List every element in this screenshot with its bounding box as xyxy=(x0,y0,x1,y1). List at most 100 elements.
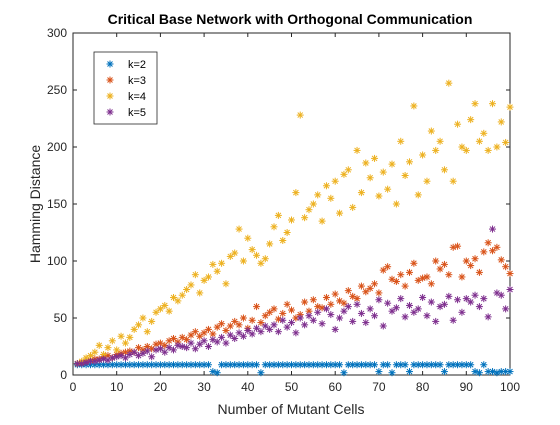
data-point xyxy=(200,276,208,284)
data-point xyxy=(366,284,374,292)
y-tick-label: 250 xyxy=(47,83,67,97)
data-point xyxy=(506,368,514,376)
data-point xyxy=(440,300,448,308)
legend-marker xyxy=(106,108,114,116)
data-point xyxy=(191,271,199,279)
data-point xyxy=(436,137,444,145)
x-tick-label: 20 xyxy=(154,380,168,394)
data-point xyxy=(121,339,129,347)
data-point xyxy=(270,223,278,231)
data-point xyxy=(213,267,221,275)
data-point xyxy=(235,361,243,369)
data-point xyxy=(261,322,269,330)
legend-label: k=3 xyxy=(128,75,146,87)
x-tick-label: 60 xyxy=(329,380,343,394)
data-point xyxy=(231,317,239,325)
data-point xyxy=(296,111,304,119)
data-point xyxy=(270,361,278,369)
data-point xyxy=(410,308,418,316)
legend-marker xyxy=(106,92,114,100)
data-point xyxy=(152,308,160,316)
data-point xyxy=(183,336,191,344)
data-point xyxy=(261,255,269,263)
data-point xyxy=(340,299,348,307)
data-point xyxy=(445,79,453,87)
data-point xyxy=(121,361,129,369)
data-point xyxy=(340,170,348,178)
legend-box xyxy=(93,51,158,125)
data-point xyxy=(432,257,440,265)
data-point xyxy=(257,259,265,267)
data-point xyxy=(344,303,352,311)
data-point xyxy=(362,319,370,327)
x-tick-label: 70 xyxy=(372,380,386,394)
data-point xyxy=(209,368,217,376)
data-point xyxy=(91,357,99,365)
data-point xyxy=(248,316,256,324)
y-tick-label: 0 xyxy=(60,368,67,382)
data-point xyxy=(222,361,230,369)
data-point xyxy=(410,102,418,110)
data-point xyxy=(462,257,470,265)
data-point xyxy=(432,146,440,154)
data-point xyxy=(493,143,501,151)
data-point xyxy=(484,313,492,321)
data-point xyxy=(506,286,514,293)
data-point xyxy=(257,319,265,327)
data-point xyxy=(388,160,396,168)
data-point xyxy=(152,346,160,354)
data-point xyxy=(244,327,252,335)
data-point xyxy=(497,256,505,264)
data-point xyxy=(353,361,361,369)
data-point xyxy=(187,331,195,339)
data-point xyxy=(502,138,510,146)
data-point xyxy=(475,137,483,145)
data-point xyxy=(270,321,278,329)
data-point xyxy=(384,299,392,307)
data-point xyxy=(253,361,261,369)
data-point xyxy=(427,280,435,288)
data-point xyxy=(353,295,361,303)
data-point xyxy=(436,303,444,311)
data-point xyxy=(239,314,247,322)
data-point xyxy=(440,368,448,376)
data-point xyxy=(454,120,462,128)
data-point xyxy=(218,320,226,328)
data-point xyxy=(419,274,427,282)
data-point xyxy=(405,268,413,276)
data-point xyxy=(388,307,396,315)
data-point xyxy=(213,338,221,346)
data-point xyxy=(357,282,365,290)
data-point xyxy=(148,353,156,361)
data-point xyxy=(183,361,191,369)
x-tick-label: 0 xyxy=(70,380,77,394)
data-point xyxy=(139,314,147,322)
data-point xyxy=(322,293,330,301)
data-point xyxy=(283,361,291,369)
data-point xyxy=(480,361,488,369)
data-point xyxy=(148,317,156,325)
data-point xyxy=(274,315,282,323)
data-point xyxy=(257,328,265,336)
data-point xyxy=(392,200,400,208)
legend: k=2 k=3 k=4 k=5 xyxy=(93,51,158,125)
data-point xyxy=(257,369,265,377)
data-point xyxy=(148,345,156,353)
data-point xyxy=(222,339,230,347)
data-point xyxy=(165,361,173,369)
data-point xyxy=(497,118,505,126)
data-point xyxy=(187,281,195,289)
data-point xyxy=(484,368,492,376)
data-point xyxy=(239,257,247,265)
data-point xyxy=(475,303,483,311)
data-point xyxy=(296,314,304,322)
data-point xyxy=(174,297,182,305)
data-point xyxy=(484,146,492,154)
data-point xyxy=(196,340,204,348)
data-point xyxy=(178,361,186,369)
data-point xyxy=(126,333,134,341)
x-tick-label: 30 xyxy=(197,380,211,394)
data-point xyxy=(454,296,462,304)
data-point xyxy=(218,259,226,267)
